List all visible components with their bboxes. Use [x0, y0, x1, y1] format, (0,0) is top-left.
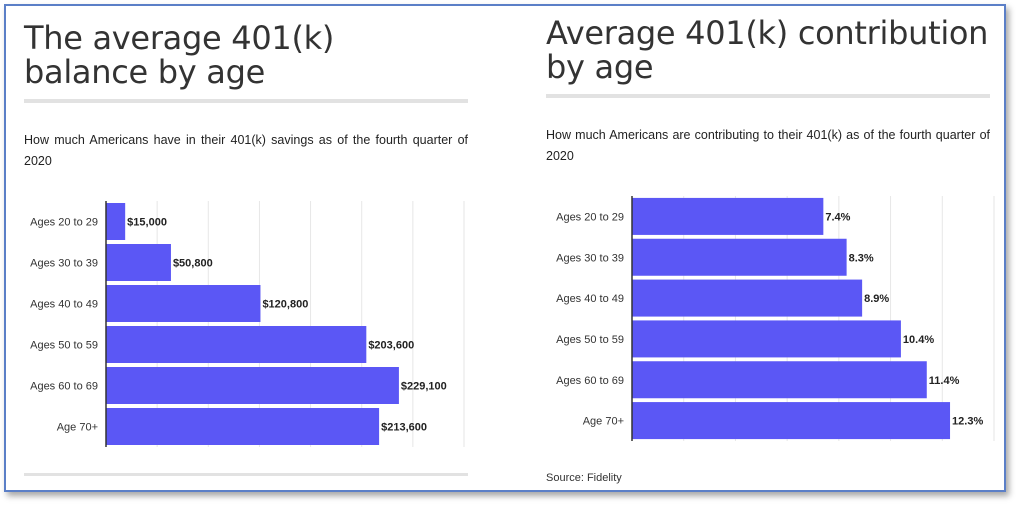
data-label: 11.4%	[929, 375, 960, 387]
category-label: Ages 40 to 49	[30, 299, 98, 311]
balance-bottom-rule	[24, 473, 468, 476]
data-label: 8.9%	[864, 293, 889, 305]
balance-chart-title: The average 401(k) balance by age	[24, 19, 335, 91]
bar	[106, 408, 380, 445]
bar	[106, 203, 126, 240]
contribution-chart-title: Average 401(k) contribution by age	[546, 14, 989, 86]
category-label: Age 70+	[57, 422, 98, 434]
category-label: Ages 50 to 59	[30, 340, 98, 352]
bar	[632, 320, 901, 358]
data-label: $213,600	[381, 422, 427, 434]
source-note: Source: Fidelity	[546, 472, 622, 484]
bar	[632, 197, 824, 235]
bar	[106, 285, 261, 322]
bar	[106, 326, 367, 363]
category-label: Ages 20 to 29	[30, 217, 98, 229]
data-label: $229,100	[401, 381, 447, 393]
data-label: $15,000	[127, 217, 167, 229]
category-label: Age 70+	[583, 416, 624, 428]
data-label: $120,800	[262, 299, 308, 311]
bar	[632, 402, 951, 440]
contribution-title-rule	[546, 94, 990, 98]
bar	[632, 361, 927, 399]
data-label: $203,600	[368, 340, 414, 352]
balance-bar-chart: Ages 20 to 29 $15,000 Ages 30 to 39 $50,800…	[30, 201, 465, 447]
bar	[106, 367, 399, 404]
data-label: 12.3%	[952, 416, 983, 428]
category-label: Ages 60 to 69	[30, 381, 98, 393]
contribution-bar-chart: Ages 20 to 29 7.4% Ages 30 to 39 8.3% Ages 4…	[556, 196, 995, 441]
category-label: Ages 30 to 39	[556, 252, 624, 264]
balance-chart-subtitle: How much Americans have in their 401(k) …	[24, 133, 468, 168]
data-label: 10.4%	[903, 334, 934, 346]
category-label: Ages 60 to 69	[556, 375, 624, 387]
bar	[106, 244, 171, 281]
category-label: Ages 30 to 39	[30, 258, 98, 270]
category-label: Ages 40 to 49	[556, 293, 624, 305]
data-label: 8.3%	[849, 252, 874, 264]
bar	[632, 238, 847, 276]
category-label: Ages 20 to 29	[556, 211, 624, 223]
data-label: 7.4%	[825, 211, 850, 223]
contribution-chart-subtitle: How much Americans are contributing to t…	[546, 128, 990, 163]
chart-frame: The average 401(k) balance by age How mu…	[4, 4, 1006, 492]
category-label: Ages 50 to 59	[556, 334, 624, 346]
bar	[632, 279, 863, 317]
balance-title-rule	[24, 99, 468, 103]
data-label: $50,800	[173, 258, 213, 270]
